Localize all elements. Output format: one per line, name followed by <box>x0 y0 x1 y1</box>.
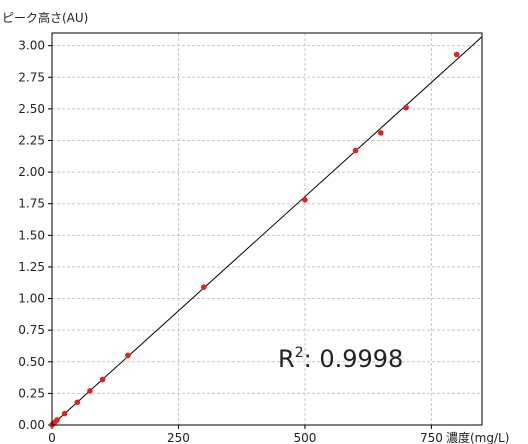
y-tick-label: 1.50 <box>18 228 45 242</box>
data-point <box>125 352 131 359</box>
x-axis-title: 濃度(mg/L) <box>446 430 509 444</box>
y-tick-label: 3.00 <box>18 39 45 53</box>
y-tick-labels: 0.00 0.25 0.50 0.75 1.00 1.25 1.50 1.75 2.00 2.25… <box>18 39 45 432</box>
plot-frame <box>51 32 483 426</box>
y-tick-label: 0.50 <box>18 355 45 369</box>
y-tick-label: 2.25 <box>18 133 45 147</box>
data-point <box>99 376 106 383</box>
data-points <box>49 51 460 428</box>
fit-line <box>51 36 483 426</box>
data-point <box>403 104 409 111</box>
data-point <box>61 410 68 417</box>
data-point <box>74 399 81 406</box>
data-point <box>200 284 207 290</box>
x-tick-label: 500 <box>293 431 316 444</box>
y-tick-label: 2.75 <box>18 70 45 84</box>
x-tick-label: 250 <box>167 431 190 444</box>
r-squared-annotation: R2: 0.9998 <box>278 345 403 373</box>
x-tick-labels: 0 250 500 750 <box>48 431 443 444</box>
y-tick-label: 0.25 <box>18 386 45 400</box>
y-tick-label: 0.75 <box>18 323 45 337</box>
grid-lines <box>48 33 482 429</box>
data-point <box>302 197 308 203</box>
y-tick-label: 2.00 <box>18 165 45 179</box>
data-point <box>87 388 93 394</box>
data-point <box>453 51 460 58</box>
y-tick-label: 1.75 <box>18 197 45 211</box>
fit-line-group <box>51 36 483 426</box>
r-squared-value: : 0.9998 <box>304 345 404 373</box>
x-tick-label: 0 <box>48 431 56 444</box>
r-squared-base: R <box>278 345 295 373</box>
y-tick-label: 1.25 <box>18 260 45 274</box>
data-point <box>54 417 60 423</box>
data-point <box>378 130 384 136</box>
y-axis-title: ピーク高さ(AU) <box>2 10 88 25</box>
y-tick-label: 0.00 <box>18 418 45 432</box>
data-point <box>352 147 359 154</box>
y-tick-label: 2.50 <box>18 102 45 116</box>
y-tick-label: 1.00 <box>18 292 45 306</box>
r-squared-superscript: 2 <box>295 345 304 361</box>
x-tick-label: 750 <box>420 431 443 444</box>
